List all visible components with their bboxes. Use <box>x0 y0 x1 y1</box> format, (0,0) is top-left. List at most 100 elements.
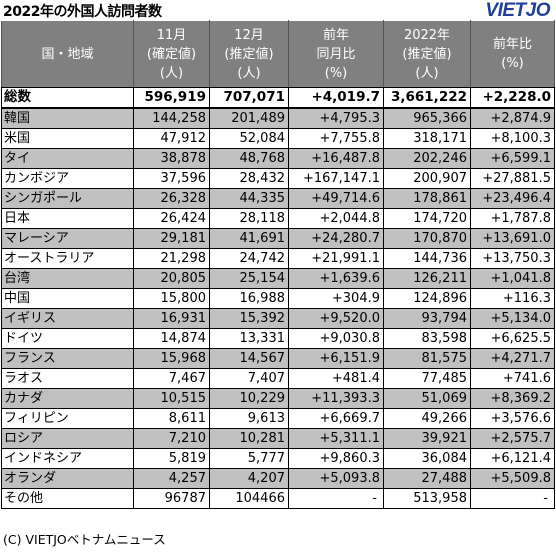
cell-nov: 4,257 <box>133 468 210 489</box>
table-row: マレーシア 29,181 41,691 +24,280.7 170,870 +13,691… <box>1 228 555 249</box>
cell-nov: 596,919 <box>133 87 210 109</box>
header-year: 2022年 (推定値) (人) <box>383 20 471 88</box>
table-row: ラオス 7,467 7,407 +481.4 77,485 +741.6 <box>1 368 555 389</box>
header-yoy: 前年比 (%) <box>470 20 555 88</box>
cell-year: 200,907 <box>383 168 471 189</box>
cell-country: タイ <box>1 148 134 169</box>
header-mom: 前年 同月比 (%) <box>288 20 384 88</box>
header-line: 同月比 <box>316 46 356 62</box>
header-line: (人) <box>159 65 184 81</box>
cell-country: その他 <box>1 488 134 509</box>
title-bar: 2022年の外国人訪問者数 VIETJO <box>0 0 556 22</box>
cell-dec: 16,988 <box>209 288 289 309</box>
cell-dec: 41,691 <box>209 228 289 249</box>
total-row: 総数 596,919 707,071 +4,019.7 3,661,222 +2,228.… <box>1 87 555 109</box>
cell-country: 台湾 <box>1 268 134 289</box>
cell-yoy: +1,787.8 <box>470 208 555 229</box>
cell-country: インドネシア <box>1 448 134 469</box>
cell-mom: +24,280.7 <box>288 228 384 249</box>
cell-mom: +1,639.6 <box>288 268 384 289</box>
cell-dec: 28,118 <box>209 208 289 229</box>
header-dec: 12月 (推定値) (人) <box>209 20 289 88</box>
cell-yoy: +2,228.0 <box>470 87 555 109</box>
cell-dec: 24,742 <box>209 248 289 269</box>
cell-country: 総数 <box>1 87 134 109</box>
cell-yoy: +13,691.0 <box>470 228 555 249</box>
cell-year: 77,485 <box>383 368 471 389</box>
cell-mom: +167,147.1 <box>288 168 384 189</box>
cell-nov: 144,258 <box>133 107 210 129</box>
cell-yoy: +6,121.4 <box>470 448 555 469</box>
cell-nov: 5,819 <box>133 448 210 469</box>
cell-nov: 26,328 <box>133 188 210 209</box>
table-row: ロシア 7,210 10,281 +5,311.1 39,921 +2,575.7 <box>1 428 555 449</box>
vietjo-logo: VIETJO <box>485 0 550 21</box>
cell-year: 170,870 <box>383 228 471 249</box>
cell-year: 202,246 <box>383 148 471 169</box>
header-line: (%) <box>501 56 524 71</box>
table-row: オランダ 4,257 4,207 +5,093.8 27,488 +5,509.8 <box>1 468 555 489</box>
cell-mom: +21,991.1 <box>288 248 384 269</box>
cell-nov: 26,424 <box>133 208 210 229</box>
cell-country: フランス <box>1 348 134 369</box>
table-row: シンガポール 26,328 44,335 +49,714.6 178,861 +23,49… <box>1 188 555 209</box>
table-row: カナダ 10,515 10,229 +11,393.3 51,069 +8,369.2 <box>1 388 555 409</box>
cell-dec: 48,768 <box>209 148 289 169</box>
cell-country: カナダ <box>1 388 134 409</box>
table-row: ドイツ 14,874 13,331 +9,030.8 83,598 +6,625.5 <box>1 328 555 349</box>
cell-country: イギリス <box>1 308 134 329</box>
cell-nov: 15,968 <box>133 348 210 369</box>
cell-nov: 47,912 <box>133 128 210 149</box>
cell-yoy: +2,575.7 <box>470 428 555 449</box>
cell-mom: +7,755.8 <box>288 128 384 149</box>
cell-nov: 7,210 <box>133 428 210 449</box>
cell-yoy: +2,874.9 <box>470 107 555 129</box>
header-line: (%) <box>324 65 348 81</box>
table-row: 中国 15,800 16,988 +304.9 124,896 +116.3 <box>1 288 555 309</box>
table-row: フィリピン 8,611 9,613 +6,669.7 49,266 +3,576.6 <box>1 408 555 429</box>
cell-yoy: +1,041.8 <box>470 268 555 289</box>
cell-mom: +16,487.8 <box>288 148 384 169</box>
cell-nov: 10,515 <box>133 388 210 409</box>
cell-dec: 15,392 <box>209 308 289 329</box>
header-line: 12月 <box>234 27 264 43</box>
cell-year: 124,896 <box>383 288 471 309</box>
table-row: フランス 15,968 14,567 +6,151.9 81,575 +4,271.7 <box>1 348 555 369</box>
cell-mom: +481.4 <box>288 368 384 389</box>
table-row: その他 96787 104466-513,958- <box>1 488 555 509</box>
cell-nov: 20,805 <box>133 268 210 289</box>
cell-dec: 5,777 <box>209 448 289 469</box>
table-header-row: 国・地域 11月 (確定値) (人) 12月 (推定値) (人) 前年 同月比 (%) 2022年 (… <box>1 20 555 88</box>
cell-nov: 21,298 <box>133 248 210 269</box>
cell-dec: 707,071 <box>209 87 289 109</box>
cell-yoy: +8,369.2 <box>470 388 555 409</box>
header-line: 2022年 <box>403 27 451 43</box>
header-nov: 11月 (確定値) (人) <box>133 20 210 88</box>
cell-yoy: +27,881.5 <box>470 168 555 189</box>
cell-year: 93,794 <box>383 308 471 329</box>
cell-country: 日本 <box>1 208 134 229</box>
table-body: 総数 596,919 707,071 +4,019.7 3,661,222 +2,228.… <box>1 87 555 509</box>
table-row: カンボジア 37,596 28,432 +167,147.1 200,907 +27,88… <box>1 168 555 189</box>
cell-yoy: +5,509.8 <box>470 468 555 489</box>
cell-country: ラオス <box>1 368 134 389</box>
cell-nov: 37,596 <box>133 168 210 189</box>
cell-nov: 38,878 <box>133 148 210 169</box>
cell-year: 318,171 <box>383 128 471 149</box>
header-line: (推定値) <box>224 46 274 62</box>
cell-year: 36,084 <box>383 448 471 469</box>
cell-mom: +49,714.6 <box>288 188 384 209</box>
cell-mom: +4,795.3 <box>288 107 384 129</box>
table-row: 台湾 20,805 25,154 +1,639.6 126,211 +1,041.8 <box>1 268 555 289</box>
cell-dec: 44,335 <box>209 188 289 209</box>
cell-nov: 14,874 <box>133 328 210 349</box>
cell-mom: +4,019.7 <box>288 87 384 109</box>
cell-year: 81,575 <box>383 348 471 369</box>
cell-year: 49,266 <box>383 408 471 429</box>
cell-dec: 14,567 <box>209 348 289 369</box>
cell-year: 178,861 <box>383 188 471 209</box>
cell-nov: 29,181 <box>133 228 210 249</box>
table-row: イギリス 16,931 15,392 +9,520.0 93,794 +5,134.0 <box>1 308 555 329</box>
cell-dec: 10,229 <box>209 388 289 409</box>
cell-nov: 7,467 <box>133 368 210 389</box>
